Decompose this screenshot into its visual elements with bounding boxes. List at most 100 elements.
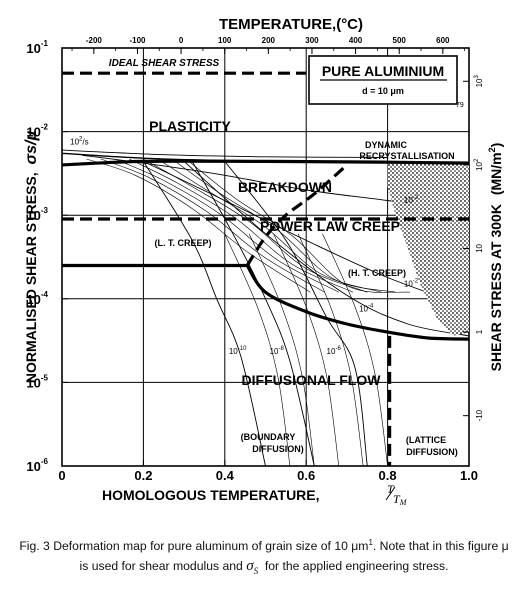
- right-tick-base: -10: [475, 409, 484, 421]
- caption-symbol-main: σ: [246, 558, 254, 575]
- strain-rate-contour-minor-0: [86, 158, 311, 293]
- contour-label-exponent: 2: [79, 137, 83, 143]
- right-tick-base: 10: [475, 243, 484, 252]
- lt-ht-creep-boundary: [245, 163, 348, 267]
- top-tick-label-7: 500: [393, 36, 407, 45]
- ht-powerlaw-diffusional-boundary: [245, 264, 469, 341]
- x-tick-label-2: 0.4: [216, 468, 235, 483]
- plasticity-powerlaw-boundary: [62, 159, 469, 167]
- y-tick-exponent: -6: [41, 457, 49, 466]
- right-axis-label-unit: (MN/m: [488, 152, 504, 195]
- caption-text-3: for the applied engineering stress.: [264, 559, 449, 574]
- ht-creep-label: (H. T. CREEP): [348, 268, 406, 278]
- right-tick-exponent: 2: [474, 158, 480, 162]
- right-tick-label-4: -10: [475, 409, 484, 421]
- diffusion-contour-minor-2: [273, 233, 340, 466]
- y-tick-exponent: -5: [41, 373, 49, 382]
- strain-rate-contour-minor-1: [100, 158, 325, 293]
- region-labels: IDEAL SHEAR STRESS PLASTICITY DYNAMIC RE…: [109, 58, 458, 457]
- top-axis-label: TEMPERATURE,(°C): [219, 16, 363, 33]
- top-axis-ticks: -200 -100 0 100 200 300 400 500 600: [71, 36, 466, 54]
- dynamic-recryst-label-2: RECRYSTALLISATION: [359, 151, 454, 161]
- contour-label-6: 10-10: [229, 346, 247, 356]
- contour-label-2: 10-2: [404, 279, 419, 289]
- ideal-shear-stress-label: IDEAL SHEAR STRESS: [109, 58, 220, 69]
- boundary-diffusion-label-2: DIFFUSION): [252, 444, 304, 454]
- caption-text-2: . Note that in this figure μ is used for…: [79, 539, 509, 574]
- x-tick-label-5: 1.0: [460, 468, 478, 483]
- contour-label-suffix: /s: [82, 138, 88, 147]
- top-tick-label-3: 100: [218, 36, 232, 45]
- caption-sup: 1: [368, 538, 373, 547]
- right-axis-label-unit-close: ): [488, 143, 504, 148]
- strain-rate-contour-minor-4: [143, 158, 368, 293]
- contour-labels: 102/s10-210-210-410-610-810-10: [70, 137, 419, 356]
- contour-label-4: 10-6: [327, 346, 342, 356]
- x-axis-symbol-den-text: T: [393, 492, 401, 506]
- x-axis-label: HOMOLOGOUS TEMPERATURE,: [102, 487, 320, 503]
- right-tick-base: 10: [475, 162, 484, 171]
- top-tick-label-6: 400: [349, 36, 363, 45]
- contour-label-base: 10: [404, 280, 413, 289]
- contour-label-exponent: -6: [335, 346, 341, 352]
- top-tick-label-1: -100: [129, 36, 146, 45]
- diffusion-contour-minor-1: [248, 233, 315, 466]
- y-tick-base: 10: [26, 125, 40, 140]
- y-tick-base: 10: [26, 292, 40, 307]
- y-tick-exponent: -1: [41, 39, 49, 48]
- x-tick-label-0: 0: [58, 468, 65, 483]
- y-tick-base: 10: [26, 375, 40, 390]
- top-tick-label-0: -200: [86, 36, 103, 45]
- dynamic-recryst-label-1: DYNAMIC: [365, 140, 407, 150]
- chart-title: PURE ALUMINIUM: [322, 63, 444, 79]
- y-tick-label-1: 10-5: [26, 373, 48, 390]
- contour-label-exponent: -2: [413, 195, 419, 201]
- y-axis-label: NORMALISED SHEAR STRESS, σs/μ: [23, 130, 40, 383]
- x-tick-label-3: 0.6: [297, 468, 315, 483]
- y-tick-label-2: 10-4: [26, 290, 48, 307]
- contour-label-base: 10: [270, 347, 279, 356]
- figure-caption: Fig. 3 Deformation map for pure aluminum…: [18, 533, 510, 581]
- contour-label-exponent: -10: [238, 346, 247, 352]
- y-tick-exponent: -4: [41, 290, 49, 299]
- y-tick-exponent: -2: [41, 123, 49, 132]
- lattice-diffusion-label-2: DIFFUSION): [406, 447, 458, 457]
- diffusion-contour-minor-3: [297, 233, 364, 466]
- x-axis-symbol-slash: [385, 486, 396, 501]
- contour-label-base: 10: [327, 347, 336, 356]
- x-axis-label-text: HOMOLOGOUS TEMPERATURE,: [102, 487, 320, 503]
- x-tick-label-1: 0.2: [134, 468, 152, 483]
- right-tick-base: 1: [475, 329, 484, 334]
- contour-label-5: 10-8: [270, 346, 285, 356]
- right-tick-label-2: 10: [475, 243, 484, 252]
- diffusion-contour-minor-4: [322, 233, 388, 466]
- x-tick-label-4: 0.8: [379, 468, 397, 483]
- y-axis-symbol: σs/μ: [23, 130, 40, 164]
- strain-rate-contour-4: [224, 161, 368, 466]
- strain-rate-contours: [62, 149, 469, 466]
- y-tick-base: 10: [26, 459, 40, 474]
- right-axis-label-text: SHEAR STRESS AT 300K: [488, 204, 504, 371]
- x-axis-symbol-den: TM: [393, 492, 408, 507]
- right-tick-label-1: 102: [474, 158, 484, 171]
- diffusional-flow-label: DIFFUSIONAL FLOW: [242, 372, 382, 388]
- dynamic-recrystallisation-fill: [387, 163, 469, 336]
- right-axis-label-unit-sup: 2: [487, 147, 497, 152]
- dynamic-recrystallisation-region: [387, 163, 469, 336]
- breakdown-label: BREAKDOWN: [238, 179, 332, 195]
- strain-rate-contour-5: [191, 161, 315, 466]
- contour-label-base: 10: [229, 347, 238, 356]
- lattice-diffusion-label-1: (LATTICE: [406, 435, 446, 445]
- caption-symbol: σS: [246, 558, 259, 577]
- grid-lines: [62, 48, 469, 466]
- strain-rate-contour-minor-6: [171, 158, 396, 293]
- contour-label-base: 10: [359, 305, 368, 314]
- y-axis-ticks: 10-610-510-410-310-210-1: [26, 39, 68, 474]
- strain-rate-contour-minor-7: [185, 158, 411, 293]
- contour-label-base: 10: [404, 196, 413, 205]
- top-tick-label-5: 300: [305, 36, 319, 45]
- plasticity-label: PLASTICITY: [149, 118, 231, 134]
- caption-symbol-sub: S: [253, 566, 259, 577]
- right-axis-label: SHEAR STRESS AT 300K (MN/m2): [487, 143, 504, 372]
- plot-frame: [61, 47, 470, 467]
